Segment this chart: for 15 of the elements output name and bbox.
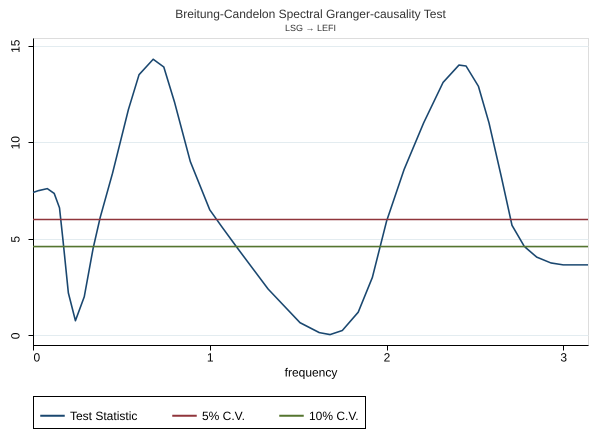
x-tick-label: 3: [560, 350, 568, 364]
x-tick-label: 1: [206, 350, 214, 364]
legend-label: 5% C.V.: [202, 408, 245, 423]
x-tick-label: 2: [384, 350, 391, 364]
y-tick-label: 15: [8, 39, 22, 53]
y-tick-label: 10: [8, 136, 22, 150]
y-tick-label: 0: [8, 332, 22, 340]
legend-label: 10% C.V.: [309, 408, 359, 423]
x-tick-label: 0: [34, 350, 40, 364]
x-axis-title: frequency: [284, 366, 338, 380]
y-tick-label: 5: [8, 236, 22, 243]
legend-label: Test Statistic: [70, 408, 138, 423]
line-series: [32, 58, 589, 336]
chart-title: Breitung-Candelon Spectral Granger-causality Test: [175, 7, 446, 21]
chart-subtitle: LSG → LEFI: [284, 23, 336, 33]
